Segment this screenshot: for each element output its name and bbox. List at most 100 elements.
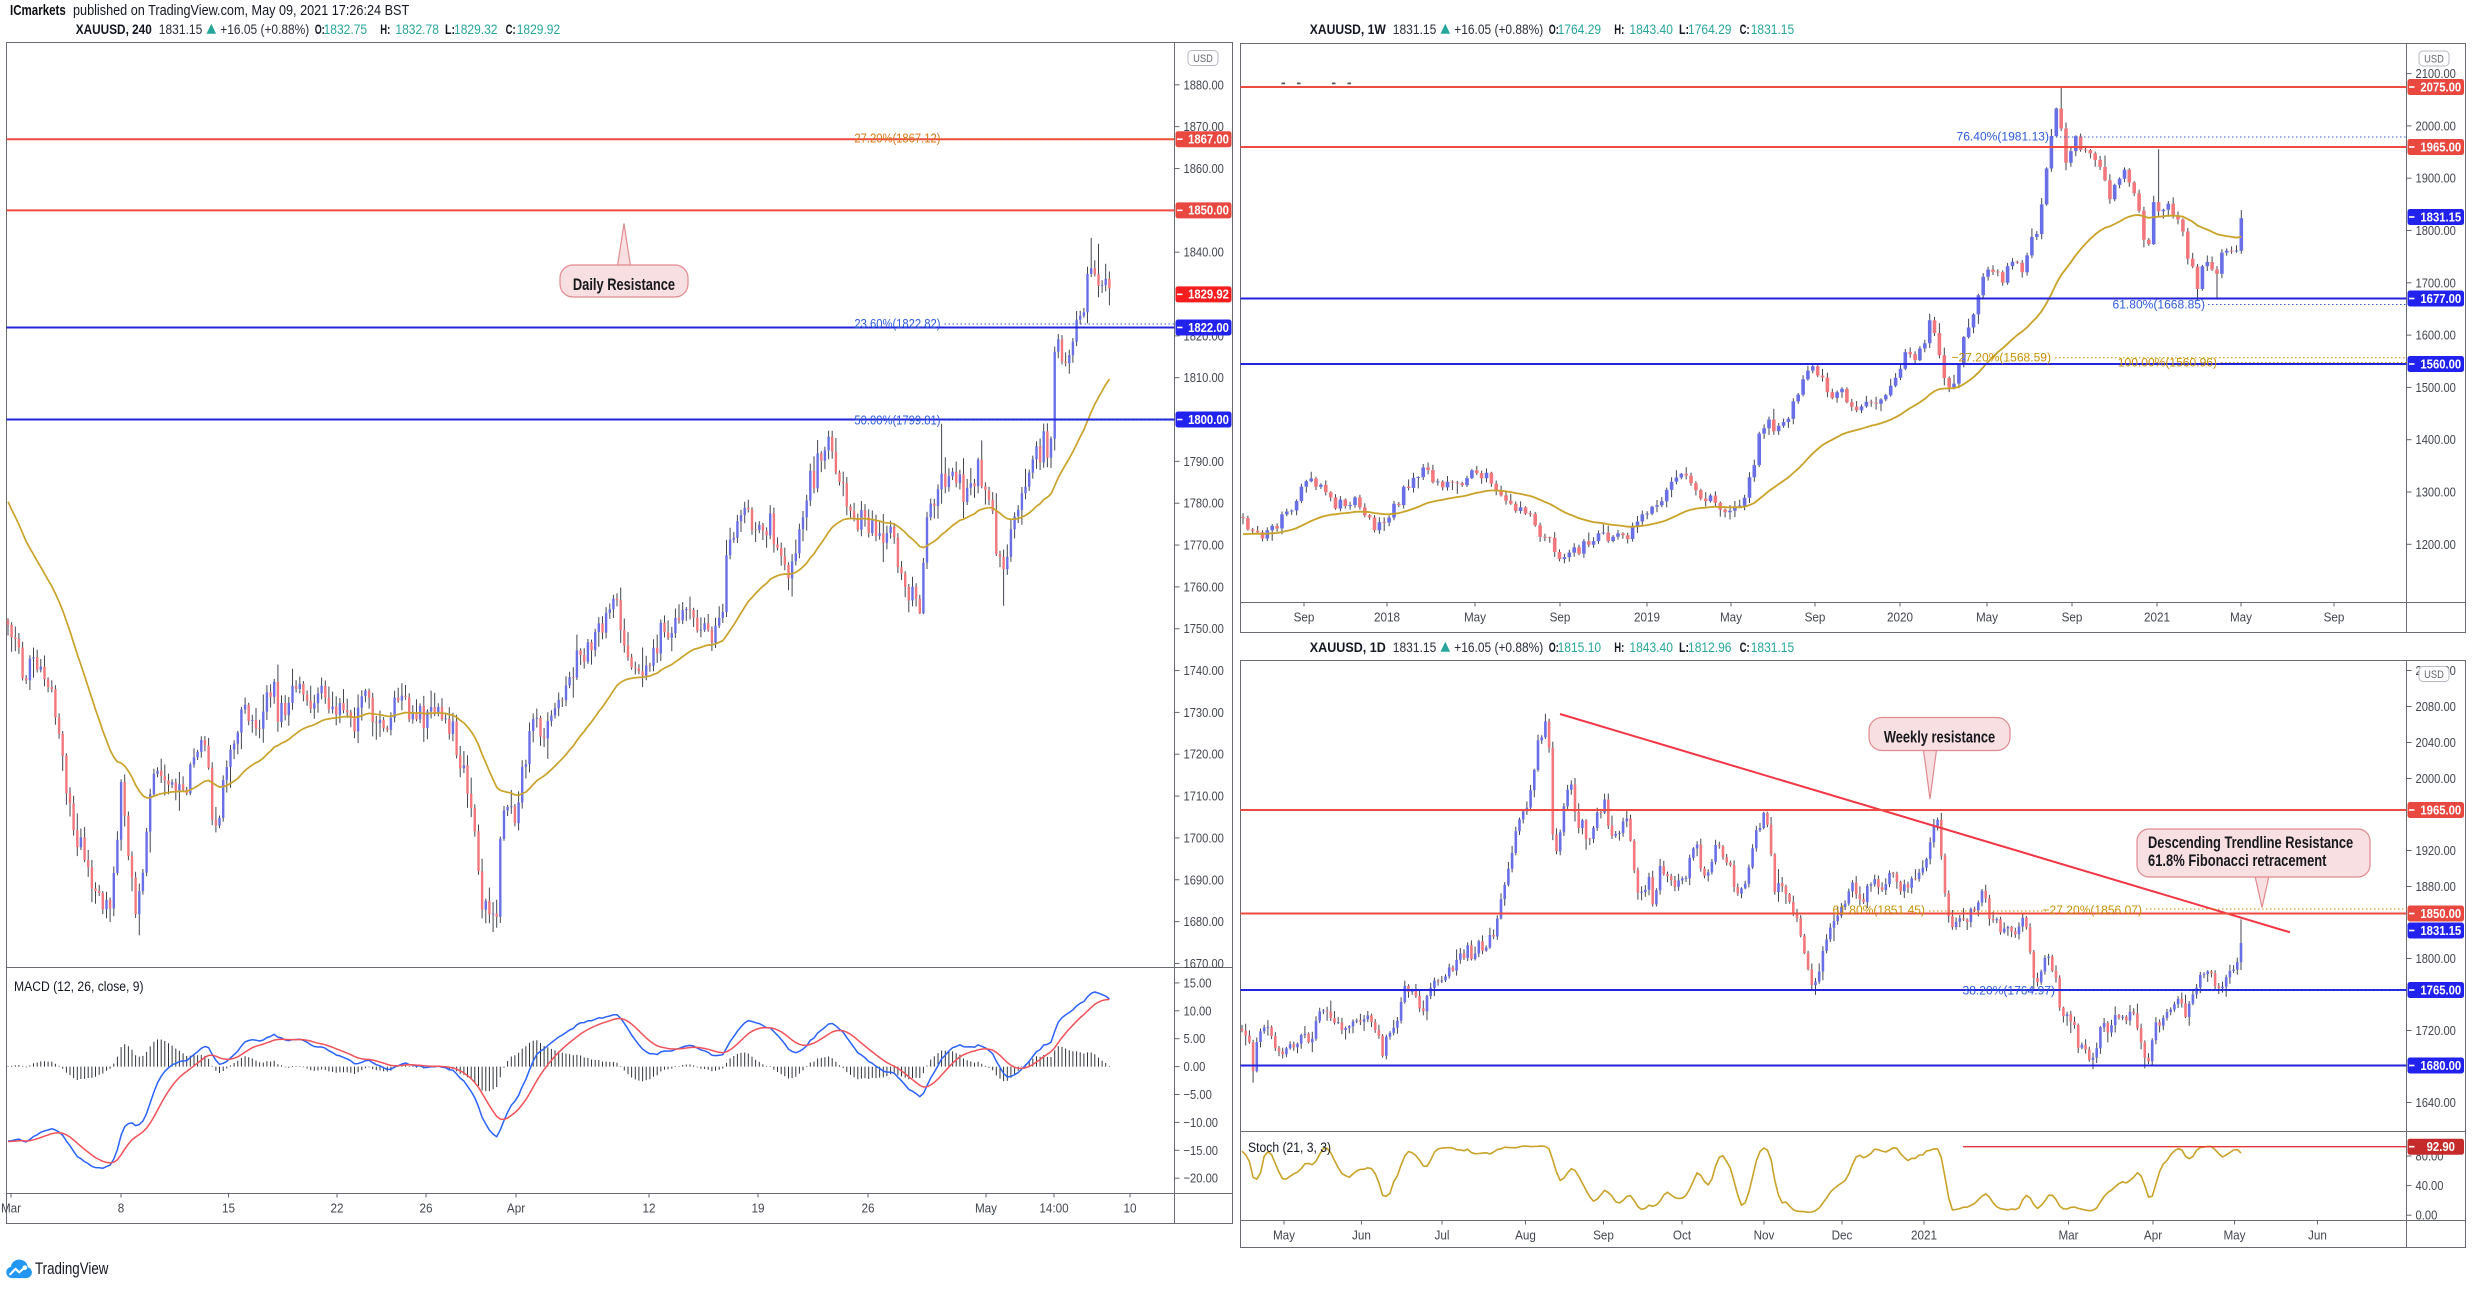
svg-text:Apr: Apr bbox=[507, 1201, 526, 1216]
svg-text:O:: O: bbox=[315, 22, 325, 37]
svg-text:1831.15: 1831.15 bbox=[159, 22, 203, 37]
svg-text:USD: USD bbox=[2424, 54, 2444, 66]
svg-text:61.80%(1851.45): 61.80%(1851.45) bbox=[1833, 903, 1926, 917]
svg-text:2021: 2021 bbox=[1911, 1228, 1937, 1243]
svg-text:1680.00: 1680.00 bbox=[2420, 1058, 2461, 1073]
svg-text:26: 26 bbox=[862, 1201, 875, 1216]
svg-text:1764.29: 1764.29 bbox=[1688, 22, 1732, 37]
svg-text:H:: H: bbox=[1614, 22, 1624, 37]
svg-text:TradingView: TradingView bbox=[35, 1260, 108, 1278]
svg-text:92.90: 92.90 bbox=[2427, 1139, 2455, 1154]
svg-text:May: May bbox=[2223, 1228, 2246, 1243]
svg-text:Sep: Sep bbox=[2062, 610, 2083, 625]
svg-text:Weekly resistance: Weekly resistance bbox=[1884, 728, 1995, 747]
svg-text:1965.00: 1965.00 bbox=[2420, 139, 2461, 154]
svg-text:May: May bbox=[975, 1201, 998, 1216]
svg-text:1831.15: 1831.15 bbox=[1393, 22, 1437, 37]
svg-text:2100.00: 2100.00 bbox=[2416, 66, 2456, 81]
svg-text:50.00%(1799.81): 50.00%(1799.81) bbox=[854, 412, 940, 427]
svg-text:1800.00: 1800.00 bbox=[2416, 951, 2456, 966]
svg-text:−27.20%(1856.07): −27.20%(1856.07) bbox=[2043, 903, 2143, 917]
svg-text:1750.00: 1750.00 bbox=[1184, 621, 1224, 636]
svg-text:61.8% Fibonacci retracement: 61.8% Fibonacci retracement bbox=[2148, 851, 2327, 870]
svg-text:O:: O: bbox=[1549, 22, 1559, 37]
svg-text:15.00: 15.00 bbox=[1184, 975, 1212, 990]
svg-text:−15.00: −15.00 bbox=[1184, 1143, 1219, 1158]
svg-text:May: May bbox=[1720, 610, 1743, 625]
svg-text:USD: USD bbox=[2424, 669, 2444, 681]
svg-text:2020: 2020 bbox=[1887, 610, 1913, 625]
svg-text:40.00: 40.00 bbox=[2416, 1178, 2444, 1193]
svg-text:1670.00: 1670.00 bbox=[1184, 956, 1224, 971]
svg-text:1860.00: 1860.00 bbox=[1184, 161, 1224, 176]
svg-text:1720.00: 1720.00 bbox=[1184, 747, 1224, 762]
svg-text:1832.78: 1832.78 bbox=[395, 22, 439, 37]
svg-text:MACD (12, 26, close, 9): MACD (12, 26, close, 9) bbox=[14, 979, 144, 994]
svg-text:O:: O: bbox=[1549, 640, 1559, 655]
svg-text:23.60%(1822.82): 23.60%(1822.82) bbox=[854, 316, 940, 331]
svg-text:38.20%(1764.97): 38.20%(1764.97) bbox=[1963, 983, 2056, 997]
svg-text:1815.10: 1815.10 bbox=[1558, 640, 1602, 655]
svg-text:1831.15: 1831.15 bbox=[1751, 640, 1795, 655]
svg-text:1200.00: 1200.00 bbox=[2416, 537, 2456, 552]
svg-text:0.00: 0.00 bbox=[1184, 1059, 1206, 1074]
svg-text:H:: H: bbox=[1614, 640, 1624, 655]
svg-text:Apr: Apr bbox=[2144, 1228, 2163, 1243]
svg-text:Nov: Nov bbox=[1754, 1228, 1775, 1243]
svg-text:1677.00: 1677.00 bbox=[2420, 291, 2461, 306]
svg-text:19: 19 bbox=[752, 1201, 765, 1216]
svg-text:1680.00: 1680.00 bbox=[1184, 914, 1224, 929]
svg-text:Aug: Aug bbox=[1515, 1228, 1536, 1243]
svg-text:2080.00: 2080.00 bbox=[2416, 699, 2456, 714]
svg-text:1780.00: 1780.00 bbox=[1184, 496, 1224, 511]
svg-text:2000.00: 2000.00 bbox=[2416, 771, 2456, 786]
svg-text:22: 22 bbox=[331, 1201, 344, 1216]
svg-text:Sep: Sep bbox=[1593, 1228, 1614, 1243]
svg-text:1500.00: 1500.00 bbox=[2416, 380, 2456, 395]
svg-text:C:: C: bbox=[1740, 640, 1750, 655]
svg-text:1880.00: 1880.00 bbox=[2416, 879, 2456, 894]
svg-text:2000.00: 2000.00 bbox=[2416, 118, 2456, 133]
svg-text:XAUUSD, 1W: XAUUSD, 1W bbox=[1310, 22, 1387, 37]
svg-text:−5.00: −5.00 bbox=[1184, 1087, 1212, 1102]
svg-text:1900.00: 1900.00 bbox=[2416, 171, 2456, 186]
svg-text:1790.00: 1790.00 bbox=[1184, 454, 1224, 469]
svg-text:L:: L: bbox=[1679, 22, 1689, 37]
svg-text:1829.32: 1829.32 bbox=[454, 22, 498, 37]
svg-text:Jun: Jun bbox=[1352, 1228, 1371, 1243]
svg-text:1870.00: 1870.00 bbox=[1184, 119, 1224, 134]
svg-text:1831.15: 1831.15 bbox=[1751, 22, 1795, 37]
svg-text:1850.00: 1850.00 bbox=[2420, 906, 2461, 921]
svg-text:1600.00: 1600.00 bbox=[2416, 328, 2456, 343]
svg-text:10: 10 bbox=[1124, 1201, 1137, 1216]
svg-text:1831.15: 1831.15 bbox=[1393, 640, 1437, 655]
svg-text:1880.00: 1880.00 bbox=[1184, 77, 1224, 92]
svg-text:1720.00: 1720.00 bbox=[2416, 1023, 2456, 1038]
svg-text:XAUUSD, 240: XAUUSD, 240 bbox=[76, 22, 152, 37]
svg-text:1770.00: 1770.00 bbox=[1184, 538, 1224, 553]
svg-text:1740.00: 1740.00 bbox=[1184, 663, 1224, 678]
svg-text:14:00: 14:00 bbox=[1039, 1201, 1068, 1216]
svg-text:1829.92: 1829.92 bbox=[517, 22, 561, 37]
svg-text:1810.00: 1810.00 bbox=[1184, 370, 1224, 385]
svg-text:1829.92: 1829.92 bbox=[1188, 287, 1229, 302]
svg-text:5.00: 5.00 bbox=[1184, 1031, 1206, 1046]
svg-text:15: 15 bbox=[222, 1201, 235, 1216]
svg-text:1400.00: 1400.00 bbox=[2416, 432, 2456, 447]
svg-text:61.80%(1668.85): 61.80%(1668.85) bbox=[2113, 298, 2206, 312]
svg-text:ICmarkets: ICmarkets bbox=[10, 2, 66, 19]
svg-text:H:: H: bbox=[380, 22, 390, 37]
svg-text:1765.00: 1765.00 bbox=[2420, 982, 2461, 997]
svg-text:1700.00: 1700.00 bbox=[2416, 275, 2456, 290]
svg-text:−20.00: −20.00 bbox=[1184, 1171, 1219, 1186]
svg-text:1867.00: 1867.00 bbox=[1188, 132, 1229, 147]
svg-text:−27.20%(1568.59): −27.20%(1568.59) bbox=[1952, 351, 2052, 365]
svg-text:1850.00: 1850.00 bbox=[1188, 203, 1229, 218]
svg-text:1800.00: 1800.00 bbox=[2416, 223, 2456, 238]
svg-text:1831.15: 1831.15 bbox=[2420, 209, 2461, 224]
svg-text:1760.00: 1760.00 bbox=[1184, 579, 1224, 594]
svg-text:L:: L: bbox=[1679, 640, 1689, 655]
svg-text:+16.05 (+0.88%): +16.05 (+0.88%) bbox=[1454, 22, 1543, 37]
svg-text:0.00: 0.00 bbox=[2416, 1208, 2438, 1223]
svg-text:+16.05 (+0.88%): +16.05 (+0.88%) bbox=[1454, 640, 1543, 655]
